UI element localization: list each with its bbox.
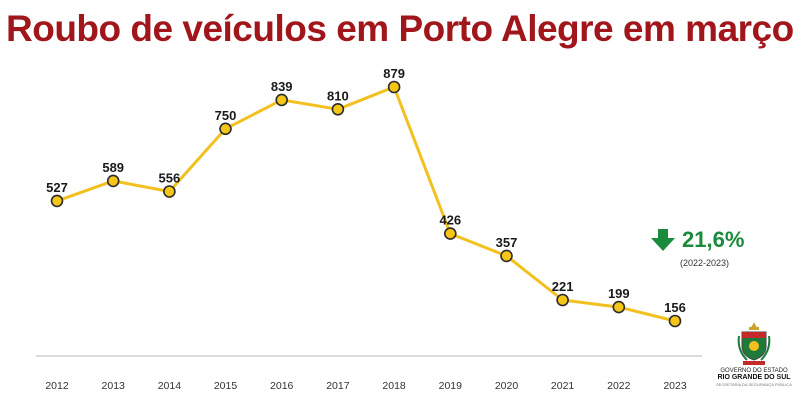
x-tick-label-2019: 2019 — [439, 380, 463, 392]
data-label-2017: 810 — [327, 88, 349, 103]
data-point-2018 — [387, 80, 401, 94]
data-point-2012 — [50, 194, 64, 208]
x-tick-label-2017: 2017 — [326, 380, 350, 392]
x-tick-label-2022: 2022 — [607, 380, 631, 392]
change-annotation: 21,6% (2022-2023) — [650, 227, 760, 268]
data-point-2013 — [106, 174, 120, 188]
change-period: (2022-2023) — [680, 258, 730, 268]
x-tick-label-2014: 2014 — [158, 380, 182, 392]
data-label-2012: 527 — [46, 180, 68, 195]
chart-title: Roubo de veículos em Porto Alegre em mar… — [6, 8, 794, 49]
logo-text-secretariat: SECRETARIA DA SEGURANÇA PÚBLICA — [716, 382, 792, 387]
data-label-2014: 556 — [159, 171, 181, 186]
x-tick-label-2016: 2016 — [270, 380, 294, 392]
data-point-2021 — [556, 293, 569, 307]
data-point-2015 — [219, 122, 232, 136]
x-tick-label-2015: 2015 — [214, 380, 238, 392]
data-point-2017 — [331, 103, 345, 116]
data-label-2018: 879 — [383, 66, 405, 81]
logo-text-state: RIO GRANDE DO SUL — [717, 374, 791, 381]
data-point-2022 — [612, 300, 626, 314]
data-point-2016 — [275, 93, 289, 107]
arrow-down-icon — [651, 229, 675, 251]
data-label-2019: 426 — [439, 213, 461, 228]
x-tick-label-2023: 2023 — [663, 380, 687, 392]
data-label-2020: 357 — [496, 235, 518, 250]
data-label-2016: 839 — [271, 79, 293, 94]
series-line — [56, 85, 676, 323]
x-tick-label-2013: 2013 — [102, 380, 126, 392]
x-tick-label-2021: 2021 — [551, 380, 575, 392]
data-label-2023: 156 — [664, 300, 686, 315]
data-label-2021: 221 — [552, 279, 574, 294]
data-label-2022: 199 — [608, 286, 630, 301]
data-point-2020 — [500, 249, 513, 263]
data-point-2019 — [443, 227, 457, 240]
x-tick-label-2018: 2018 — [382, 380, 406, 392]
logo-text-government: GOVERNO DO ESTADO — [720, 368, 788, 374]
state-coat-of-arms-icon — [737, 322, 771, 365]
data-point-2023 — [668, 314, 682, 328]
data-label-2015: 750 — [215, 108, 237, 123]
data-point-2014 — [163, 185, 176, 198]
data-label-2013: 589 — [102, 160, 124, 175]
x-tick-label-2020: 2020 — [495, 380, 519, 392]
government-logo: GOVERNO DO ESTADO RIO GRANDE DO SUL SECR… — [712, 322, 796, 402]
x-tick-label-2012: 2012 — [45, 380, 69, 392]
change-percentage: 21,6% — [682, 227, 745, 252]
